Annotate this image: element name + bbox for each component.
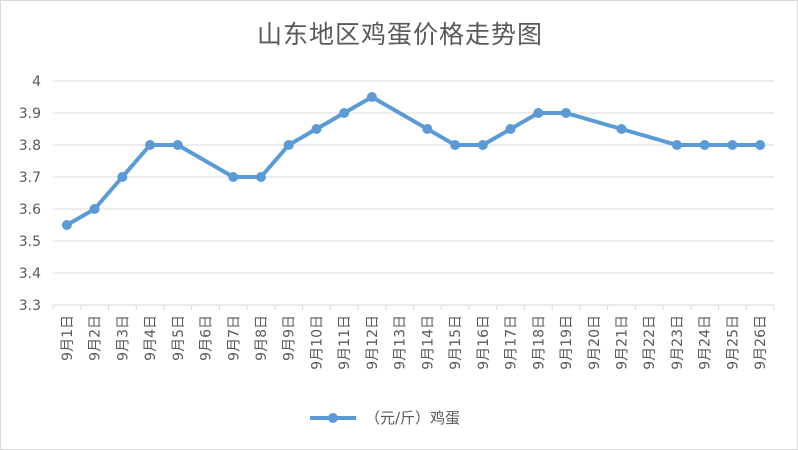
x-tick-label: 9月15日 xyxy=(448,315,464,370)
data-point xyxy=(561,108,572,118)
x-tick-label: 9月4日 xyxy=(143,315,159,361)
x-tick-label: 9月10日 xyxy=(309,315,325,370)
y-tick-label: 3.3 xyxy=(19,298,41,314)
y-tick-label: 3.8 xyxy=(19,138,41,154)
x-tick-label: 9月26日 xyxy=(753,315,769,370)
data-point xyxy=(117,172,128,182)
x-tick-label: 9月11日 xyxy=(337,315,353,370)
y-tick-label: 4 xyxy=(32,74,41,90)
data-point xyxy=(616,124,627,134)
data-point xyxy=(255,172,266,182)
x-tick-label: 9月24日 xyxy=(698,315,714,370)
legend-marker xyxy=(328,413,338,423)
x-tick-label: 9月19日 xyxy=(559,315,575,370)
gridlines xyxy=(53,80,774,274)
data-point xyxy=(283,140,294,150)
data-point xyxy=(339,108,350,118)
x-tick-label: 9月7日 xyxy=(226,315,242,361)
y-axis: 3.3 3.4 3.5 3.6 3.7 3.8 3.9 4 xyxy=(19,74,41,314)
data-point xyxy=(477,140,488,150)
y-tick-label: 3.4 xyxy=(19,266,41,282)
data-point xyxy=(89,204,100,214)
data-point xyxy=(505,124,516,134)
data-point xyxy=(727,140,738,150)
x-tick-label: 9月3日 xyxy=(115,315,131,361)
x-axis: 9月1日 9月2日 9月3日 9月4日 9月5日 9月6日 9月7日 9月8日 9月9日 9月10… xyxy=(52,304,775,370)
x-tick-label: 9月22日 xyxy=(642,315,658,370)
y-tick-label: 3.6 xyxy=(19,202,41,218)
data-point xyxy=(671,140,682,150)
legend: （元/斤）鸡蛋 xyxy=(310,409,460,427)
data-point xyxy=(228,172,239,182)
x-tick-label: 9月12日 xyxy=(365,315,381,370)
x-tick-label: 9月9日 xyxy=(282,315,298,361)
y-tick-label: 3.7 xyxy=(19,170,41,186)
x-tick-label: 9月13日 xyxy=(393,315,409,370)
x-tick-label: 9月25日 xyxy=(725,315,741,370)
y-tick-label: 3.9 xyxy=(19,106,41,122)
x-tick-label: 9月20日 xyxy=(587,315,603,370)
x-tick-label: 9月2日 xyxy=(88,315,104,361)
series-line xyxy=(64,95,763,227)
data-point xyxy=(422,124,433,134)
data-point xyxy=(755,140,766,150)
chart-title: 山东地区鸡蛋价格走势图 xyxy=(256,20,543,49)
x-tick-label: 9月1日 xyxy=(60,315,76,361)
legend-label: （元/斤）鸡蛋 xyxy=(365,409,460,427)
y-tick-label: 3.5 xyxy=(19,234,41,250)
data-point xyxy=(61,220,72,230)
x-tick-label: 9月17日 xyxy=(504,315,520,370)
x-tick-label: 9月14日 xyxy=(420,315,436,370)
data-point xyxy=(172,140,183,150)
series-layer xyxy=(61,92,766,230)
data-point xyxy=(699,140,710,150)
x-tick-label: 9月18日 xyxy=(531,315,547,370)
data-point xyxy=(450,140,461,150)
x-tick-label: 9月5日 xyxy=(171,315,187,361)
x-tick-label: 9月21日 xyxy=(614,315,630,370)
x-tick-label: 9月16日 xyxy=(476,315,492,370)
x-tick-label: 9月6日 xyxy=(199,315,215,361)
x-tick-label: 9月23日 xyxy=(670,315,686,370)
x-tick-label: 9月8日 xyxy=(254,315,270,361)
data-point xyxy=(311,124,322,134)
data-point xyxy=(145,140,156,150)
data-point xyxy=(533,108,544,118)
data-point xyxy=(366,92,377,102)
